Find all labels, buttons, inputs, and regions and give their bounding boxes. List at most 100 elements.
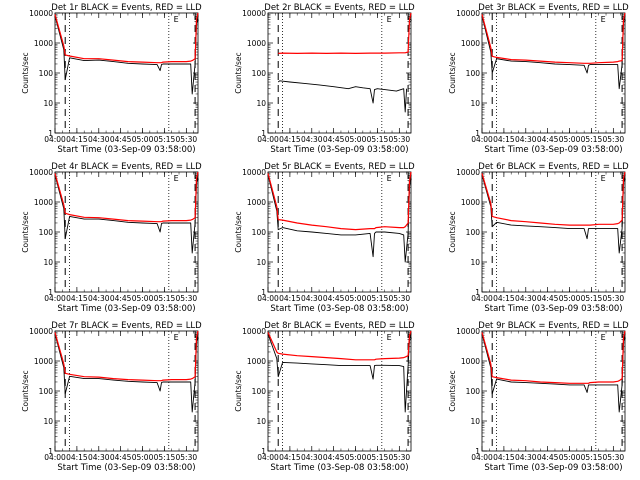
x-tick-label: 04:15 xyxy=(493,294,515,303)
events-series-line xyxy=(267,332,412,413)
y-tick-label: 1 xyxy=(261,288,266,297)
y-axis-label: Counts/sec xyxy=(21,211,30,252)
x-tick-label: 04:00 xyxy=(257,453,279,462)
x-tick-label: 05:00 xyxy=(132,135,154,144)
x-tick-label: 05:00 xyxy=(345,135,367,144)
x-tick-label: 04:45 xyxy=(323,294,345,303)
x-tick-label: 05:15 xyxy=(367,294,389,303)
x-tick-label: 05:30 xyxy=(176,453,198,462)
y-tick-label: 10 xyxy=(43,258,53,267)
x-tick-label: 05:30 xyxy=(603,135,625,144)
x-tick-label: 05:00 xyxy=(559,294,581,303)
x-tick-label: 04:30 xyxy=(301,453,323,462)
y-axis-label: Counts/sec xyxy=(234,211,243,252)
x-tick-label: 05:15 xyxy=(581,135,603,144)
x-tick-label: 04:30 xyxy=(88,294,110,303)
x-tick-label: 04:45 xyxy=(110,453,132,462)
y-tick-label: 100 xyxy=(466,387,481,396)
chart-panel-4: Det 4r BLACK = Events, RED = LLD 1 10 100 10… xyxy=(21,162,202,314)
x-tick-label: 04:15 xyxy=(279,294,301,303)
x-tick-label: 05:30 xyxy=(389,453,411,462)
events-series-line xyxy=(54,332,199,413)
x-tick-label: 04:30 xyxy=(301,135,323,144)
x-tick-label: 05:30 xyxy=(603,453,625,462)
x-tick-label: 04:00 xyxy=(257,135,279,144)
y-axis-label: Counts/sec xyxy=(21,370,30,411)
x-tick-label: 04:30 xyxy=(88,135,110,144)
x-tick-label: 05:15 xyxy=(367,135,389,144)
x-axis-label: Start Time (03-Sep-08 03:58:00) xyxy=(270,304,408,314)
x-axis-label: Start Time (03-Sep-09 03:58:00) xyxy=(484,304,622,314)
chart-title: Det 6r BLACK = Events, RED = LLD xyxy=(478,162,629,172)
plot-frame xyxy=(267,12,412,134)
y-tick-label: 100 xyxy=(252,228,267,237)
chart-panel-8: Det 8r BLACK = Events, RED = LLD 1 10 100 10… xyxy=(234,321,415,473)
marker-letter: E xyxy=(601,333,606,342)
marker-letter: E xyxy=(174,15,179,24)
x-tick-label: 04:30 xyxy=(88,453,110,462)
y-tick-label: 1000 xyxy=(461,198,480,207)
events-series-line xyxy=(54,14,199,95)
events-series-line xyxy=(481,173,626,254)
y-tick-label: 100 xyxy=(466,69,481,78)
x-tick-label: 04:45 xyxy=(323,135,345,144)
y-tick-label: 1000 xyxy=(247,39,266,48)
x-tick-label: 05:15 xyxy=(154,135,176,144)
x-tick-label: 05:15 xyxy=(581,294,603,303)
chart-title: Det 4r BLACK = Events, RED = LLD xyxy=(51,162,202,172)
y-tick-label: 1000 xyxy=(461,39,480,48)
x-tick-label: 04:30 xyxy=(515,453,537,462)
y-tick-label: 1000 xyxy=(247,198,266,207)
x-axis-label: Start Time (03-Sep-09 03:58:00) xyxy=(270,145,408,155)
y-tick-label: 10 xyxy=(470,417,480,426)
y-tick-label: 10000 xyxy=(242,9,266,18)
x-tick-label: 04:30 xyxy=(515,294,537,303)
chart-panel-3: Det 3r BLACK = Events, RED = LLD 1 10 100 10… xyxy=(448,3,629,155)
lld-series-line xyxy=(54,171,199,223)
plot-frame xyxy=(267,330,412,452)
y-tick-label: 1000 xyxy=(461,357,480,366)
y-tick-label: 1 xyxy=(48,288,53,297)
x-tick-label: 04:00 xyxy=(471,294,493,303)
y-tick-label: 10 xyxy=(470,99,480,108)
x-tick-label: 05:00 xyxy=(559,135,581,144)
plot-frame xyxy=(267,171,412,293)
marker-letter: E xyxy=(387,333,392,342)
y-axis-label: Counts/sec xyxy=(448,52,457,93)
x-tick-label: 04:00 xyxy=(471,135,493,144)
events-series-line xyxy=(54,173,199,254)
lld-series-line xyxy=(54,12,199,64)
marker-letter: E xyxy=(601,174,606,183)
y-tick-label: 1000 xyxy=(34,357,53,366)
x-tick-label: 04:45 xyxy=(110,294,132,303)
chart-panel-2: Det 2r BLACK = Events, RED = LLD 1 10 100 10… xyxy=(234,3,415,155)
chart-panel-6: Det 6r BLACK = Events, RED = LLD 1 10 100 10… xyxy=(448,162,629,314)
events-series-line xyxy=(277,80,408,113)
lld-series-line xyxy=(267,330,412,361)
x-tick-label: 05:15 xyxy=(154,453,176,462)
x-tick-label: 04:30 xyxy=(515,135,537,144)
chart-panel-1: Det 1r BLACK = Events, RED = LLD 1 10 100 10… xyxy=(21,3,202,155)
y-tick-label: 10 xyxy=(470,258,480,267)
marker-letter: E xyxy=(601,15,606,24)
x-tick-label: 04:30 xyxy=(301,294,323,303)
plot-frame xyxy=(54,171,199,293)
plot-frame xyxy=(481,171,626,293)
lld-series-line xyxy=(481,330,626,384)
x-tick-label: 04:15 xyxy=(66,294,88,303)
y-tick-label: 1 xyxy=(475,129,480,138)
y-tick-label: 100 xyxy=(466,228,481,237)
y-tick-label: 10000 xyxy=(456,9,480,18)
y-tick-label: 1 xyxy=(475,447,480,456)
events-series-line xyxy=(481,14,626,90)
y-tick-label: 10 xyxy=(43,417,53,426)
marker-letter: E xyxy=(174,333,179,342)
chart-panel-5: Det 5r BLACK = Events, RED = LLD 1 10 100 10… xyxy=(234,162,415,314)
x-tick-label: 05:00 xyxy=(345,294,367,303)
x-tick-label: 05:30 xyxy=(603,294,625,303)
x-tick-label: 05:00 xyxy=(132,294,154,303)
y-tick-label: 1 xyxy=(48,129,53,138)
x-tick-label: 05:30 xyxy=(176,294,198,303)
y-axis-label: Counts/sec xyxy=(21,52,30,93)
y-tick-label: 10000 xyxy=(242,168,266,177)
